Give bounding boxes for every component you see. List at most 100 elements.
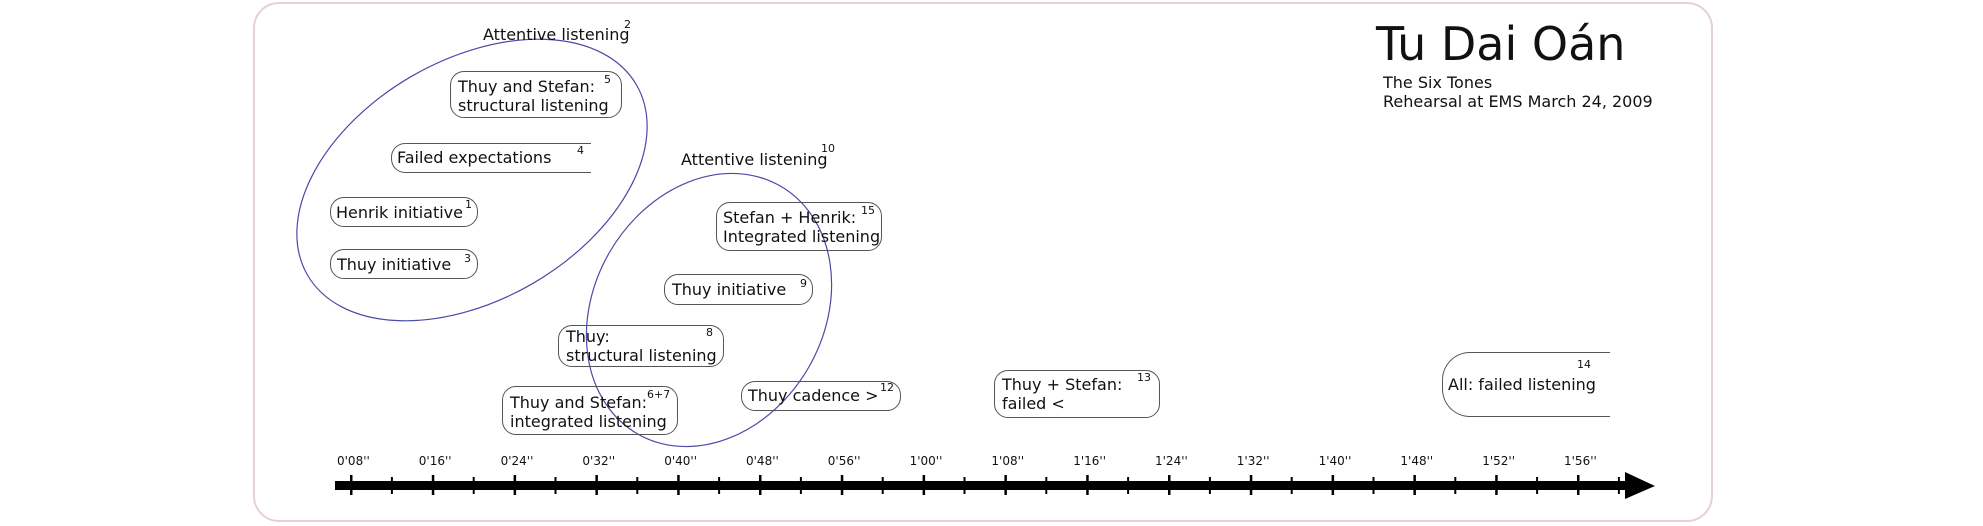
event-15-line1: Stefan + Henrik: (723, 208, 857, 227)
timeline-tick-label: 1'40'' (1318, 454, 1352, 468)
event-13-line1: Thuy + Stefan: (1002, 375, 1123, 394)
timeline-tick-major (1249, 475, 1253, 495)
event-box-12 (741, 381, 901, 411)
timeline-tick-minor (881, 477, 884, 494)
event-15-number: 15 (861, 204, 875, 217)
event-box-13 (994, 370, 1160, 418)
event-9-number: 9 (800, 277, 807, 290)
event-6-7-line2: integrated listening (510, 412, 667, 431)
timeline-tick-major (1168, 475, 1171, 495)
event-box-5 (450, 71, 622, 118)
group-ellipse-2 (585, 172, 833, 448)
timeline-tick-major (759, 475, 762, 495)
event-1-label: Henrik initiative (336, 203, 463, 222)
timeline-tick-minor (554, 477, 557, 494)
timeline-tick-major (1331, 475, 1335, 495)
diagram-title: Tu Dai Oán (1376, 17, 1626, 71)
group-ellipse-1 (296, 38, 648, 322)
timeline-tick-minor (718, 477, 721, 494)
timeline-tick-major (595, 475, 598, 495)
timeline-tick-label: 0'16'' (418, 454, 452, 468)
timeline-tick-label: 0'48'' (746, 454, 779, 468)
timeline-tick-minor (799, 477, 802, 494)
event-9-label: Thuy initiative (672, 280, 787, 299)
group-label-attentive-listening-1: Attentive listening (483, 25, 630, 44)
timeline-tick-label: 1'24'' (1155, 454, 1188, 468)
timeline-tick-label: 0'40'' (664, 454, 697, 468)
timeline-tick-minor (963, 477, 966, 494)
timeline-tick-label: 1'56'' (1564, 454, 1597, 468)
event-5-number: 5 (604, 73, 611, 86)
timeline-tick-label: 0'32'' (582, 454, 616, 468)
event-14-number: 14 (1577, 358, 1591, 371)
timeline-tick-minor (472, 477, 475, 494)
event-6-7-line1: Thuy and Stefan: (510, 393, 648, 412)
group-number-10: 10 (821, 142, 835, 155)
timeline-tick-major (431, 475, 435, 495)
event-box-4 (391, 143, 591, 173)
timeline-tick-label: 0'56'' (827, 454, 861, 468)
timeline-axis (335, 481, 1635, 490)
timeline (335, 472, 1655, 499)
timeline-tick-major (677, 475, 680, 495)
event-8-line2: structural listening (566, 346, 717, 365)
timeline-tick-minor (1127, 477, 1130, 494)
event-6-7-number: 6+7 (647, 388, 671, 401)
timeline-tick-minor (1454, 477, 1457, 494)
timeline-tick-major (1004, 475, 1007, 495)
event-8-number: 8 (706, 326, 713, 339)
event-3-label: Thuy initiative (337, 255, 452, 274)
event-box-1 (330, 197, 478, 227)
diagram-subtitle-date: Rehearsal at EMS March 24, 2009 (1383, 92, 1653, 111)
timeline-tick-minor (1290, 477, 1293, 494)
timeline-tick-label: 1'52'' (1482, 454, 1515, 468)
timeline-tick-major (1495, 475, 1498, 495)
event-box-8 (558, 325, 724, 367)
event-5-line1: Thuy and Stefan: (458, 77, 596, 96)
timeline-tick-label: 0'08'' (337, 454, 370, 468)
timeline-tick-minor (390, 477, 393, 494)
timeline-tick-major (840, 475, 844, 495)
diagram-subtitle-group: The Six Tones (1383, 73, 1493, 92)
event-4-label: Failed expectations (397, 148, 552, 167)
event-box-3 (330, 249, 478, 279)
timeline-tick-label: 1'16'' (1073, 454, 1106, 468)
event-13-line2: failed < (1002, 394, 1065, 413)
event-box-14 (1442, 352, 1610, 417)
timeline-tick-minor (636, 477, 639, 494)
event-8-line1: Thuy: (566, 327, 610, 346)
timeline-tick-major (350, 475, 353, 495)
event-12-number: 12 (880, 381, 894, 394)
group-label-attentive-listening-2: Attentive listening (681, 150, 828, 169)
event-box-15 (716, 202, 882, 251)
event-13-number: 13 (1137, 371, 1151, 384)
event-5-line2: structural listening (458, 96, 609, 115)
event-3-number: 3 (464, 252, 471, 265)
event-14-label: All: failed listening (1448, 375, 1596, 394)
timeline-tick-label: 0'24'' (500, 454, 534, 468)
event-box-9 (664, 274, 813, 305)
event-box-6-7 (502, 386, 678, 435)
timeline-tick-minor (1536, 477, 1539, 494)
timeline-tick-label: 1'08'' (991, 454, 1025, 468)
event-15-line2: Integrated listening (723, 227, 881, 246)
timeline-tick-label: 1'48'' (1400, 454, 1434, 468)
event-4-number: 4 (577, 144, 584, 157)
timeline-tick-major (1086, 475, 1089, 495)
timeline-tick-label: 1'32'' (1236, 454, 1270, 468)
timeline-tick-major (1413, 475, 1416, 495)
timeline-tick-minor (1208, 477, 1211, 494)
timeline-tick-label: 1'00'' (909, 454, 943, 468)
event-1-number: 1 (465, 198, 472, 211)
timeline-arrowhead (1625, 472, 1655, 499)
diagram-frame (253, 2, 1713, 522)
timeline-tick-minor (1617, 477, 1620, 494)
timeline-tick-major (922, 475, 926, 495)
group-number-2: 2 (624, 18, 631, 31)
timeline-tick-minor (1372, 477, 1375, 494)
event-12-label: Thuy cadence > (748, 386, 879, 405)
timeline-tick-minor (1045, 477, 1048, 494)
timeline-tick-major (513, 475, 517, 495)
timeline-tick-major (1577, 475, 1580, 495)
